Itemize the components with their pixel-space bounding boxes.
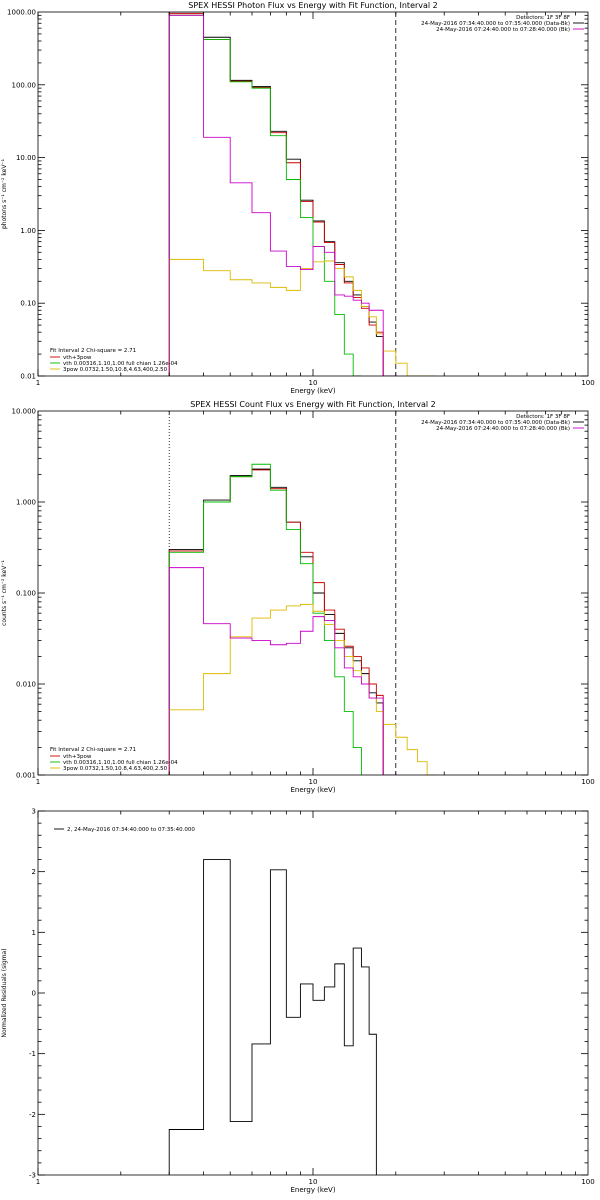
interval-annotation: 24-May-2016 07:24:40.000 to 07:28:40.000… xyxy=(436,27,570,33)
y-tick-label: 1.000 xyxy=(16,499,36,507)
series-vth xyxy=(168,14,362,376)
legend-entry: vth 0.00316,1.10,1.00 full chian 1.26e-0… xyxy=(63,760,178,766)
series-data xyxy=(168,468,384,775)
y-tick-label: 0.01 xyxy=(20,373,36,381)
plot-frame xyxy=(37,11,589,377)
legend-title: Fit Interval 2 Chi-square = 2.71 xyxy=(50,747,136,753)
y-tick-label: -1 xyxy=(29,1050,36,1058)
x-axis-label: Energy (keV) xyxy=(290,786,335,794)
y-tick-label: 1000.00 xyxy=(7,9,36,17)
panel-1: SPEX HESSI Photon Flux vs Energy with Fi… xyxy=(1,1,595,395)
x-tick-label: 1 xyxy=(36,1178,40,1186)
y-axis-label: Normalized Residuals (sigma) xyxy=(1,948,8,1037)
y-tick-label: 0.10 xyxy=(20,300,36,308)
y-tick-label: 1 xyxy=(32,929,36,937)
y-tick-label: -3 xyxy=(29,1172,36,1180)
x-tick-label: 1 xyxy=(36,778,40,786)
chart-title: SPEX HESSI Photon Flux vs Energy with Fi… xyxy=(188,1,438,10)
y-tick-label: 1.00 xyxy=(20,227,36,235)
y-tick-label: 100.00 xyxy=(12,81,37,89)
x-tick-label: 10 xyxy=(309,379,318,387)
x-axis-label: Energy (keV) xyxy=(290,1186,335,1194)
legend-entry: vth+3pow xyxy=(63,355,92,361)
legend-entry: vth 0.00316,1.10,1.00 full chian 1.26e-0… xyxy=(63,361,178,367)
panel-2: SPEX HESSI Count Flux vs Energy with Fit… xyxy=(1,400,595,794)
y-tick-label: 10.00 xyxy=(16,154,36,162)
y-tick-label: -2 xyxy=(29,1111,36,1119)
y-tick-label: 0.100 xyxy=(16,590,36,598)
series-model xyxy=(168,469,384,775)
legend-title: Fit Interval 2 Chi-square = 2.71 xyxy=(50,348,136,354)
legend-entry: 3pow 0.0732,1.50,10.8,4.63,400,2.50 xyxy=(63,367,168,373)
series-bk xyxy=(168,14,396,376)
interval-annotation: 24-May-2016 07:24:40.000 to 07:28:40.000… xyxy=(436,426,570,432)
y-tick-label: 10.000 xyxy=(12,408,37,416)
legend-entry: 2, 24-May-2016 07:34:40.000 to 07:35:40.… xyxy=(67,827,195,833)
series-model xyxy=(168,13,384,376)
interval-annotation: 24-May-2016 07:34:40.000 to 07:35:40.000… xyxy=(421,420,570,426)
series-bk xyxy=(168,567,396,775)
x-axis-label: Energy (keV) xyxy=(290,387,335,395)
y-tick-label: 0 xyxy=(32,990,36,998)
y-axis-label: photons s⁻¹ cm⁻² keV⁻¹ xyxy=(1,158,8,229)
legend-entry: 3pow 0.0732,1.50,10.8,4.63,400,2.50 xyxy=(63,766,168,772)
series-vth xyxy=(168,463,362,775)
y-axis-label: counts s⁻¹ cm⁻² keV⁻¹ xyxy=(1,560,8,626)
interval-annotation: 24-May-2016 07:34:40.000 to 07:35:40.000… xyxy=(421,21,570,27)
x-tick-label: 10 xyxy=(309,1178,318,1186)
y-tick-label: 0.010 xyxy=(16,681,36,689)
panel-3: 1 10 100 Energy (keV) -3 -2 -1 0 1 2 3 Normalized R… xyxy=(1,808,595,1195)
x-tick-label: 10 xyxy=(309,778,318,786)
legend-entry: vth+3pow xyxy=(63,754,92,760)
y-tick-label: 3 xyxy=(32,808,36,816)
series-pow xyxy=(168,603,436,775)
interval-annotation: Detectors: 1F 3F 8F xyxy=(516,414,570,420)
series-residuals xyxy=(168,859,377,1175)
x-tick-label: 100 xyxy=(581,778,594,786)
x-tick-label: 1 xyxy=(36,379,40,387)
chart-title: SPEX HESSI Count Flux vs Energy with Fit… xyxy=(190,400,435,409)
x-tick-label: 100 xyxy=(581,1178,594,1186)
y-tick-label: 2 xyxy=(32,868,36,876)
interval-annotation: Detectors: 1F 3F 8F xyxy=(516,15,570,21)
x-tick-label: 100 xyxy=(581,379,594,387)
y-tick-label: 0.001 xyxy=(16,772,36,780)
series-data xyxy=(168,12,384,376)
